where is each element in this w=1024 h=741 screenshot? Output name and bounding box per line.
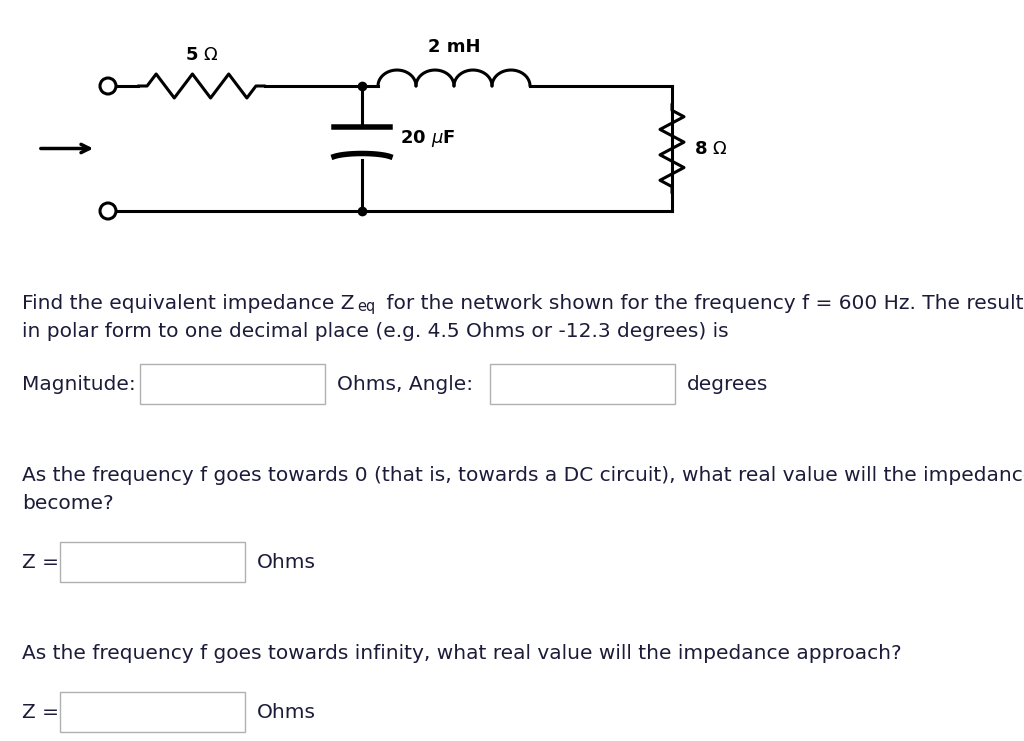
Text: As the frequency f goes towards 0 (that is, towards a DC circuit), what real val: As the frequency f goes towards 0 (that … bbox=[22, 466, 1024, 485]
Text: 20 $\mu$F: 20 $\mu$F bbox=[400, 128, 456, 149]
Text: become?: become? bbox=[22, 494, 114, 513]
Text: Ohms: Ohms bbox=[257, 553, 316, 571]
Text: 2 mH: 2 mH bbox=[428, 38, 480, 56]
Text: Ohms, Angle:: Ohms, Angle: bbox=[337, 374, 473, 393]
Text: Z =: Z = bbox=[22, 702, 59, 722]
Text: Magnitude:: Magnitude: bbox=[22, 374, 136, 393]
Bar bbox=[490, 364, 675, 404]
Text: Ohms: Ohms bbox=[257, 702, 316, 722]
Text: Find the equivalent impedance Z: Find the equivalent impedance Z bbox=[22, 294, 354, 313]
Text: degrees: degrees bbox=[687, 374, 768, 393]
Text: 8 $\Omega$: 8 $\Omega$ bbox=[694, 139, 728, 158]
Text: in polar form to one decimal place (e.g. 4.5 Ohms or -12.3 degrees) is: in polar form to one decimal place (e.g.… bbox=[22, 322, 729, 341]
Bar bbox=[140, 364, 325, 404]
Text: Z =: Z = bbox=[22, 553, 59, 571]
Bar bbox=[60, 692, 245, 732]
Text: for the network shown for the frequency f = 600 Hz. The result: for the network shown for the frequency … bbox=[380, 294, 1024, 313]
Text: eq: eq bbox=[357, 299, 375, 314]
Bar bbox=[60, 542, 245, 582]
Text: As the frequency f goes towards infinity, what real value will the impedance app: As the frequency f goes towards infinity… bbox=[22, 644, 901, 663]
Text: 5 $\Omega$: 5 $\Omega$ bbox=[184, 46, 218, 64]
